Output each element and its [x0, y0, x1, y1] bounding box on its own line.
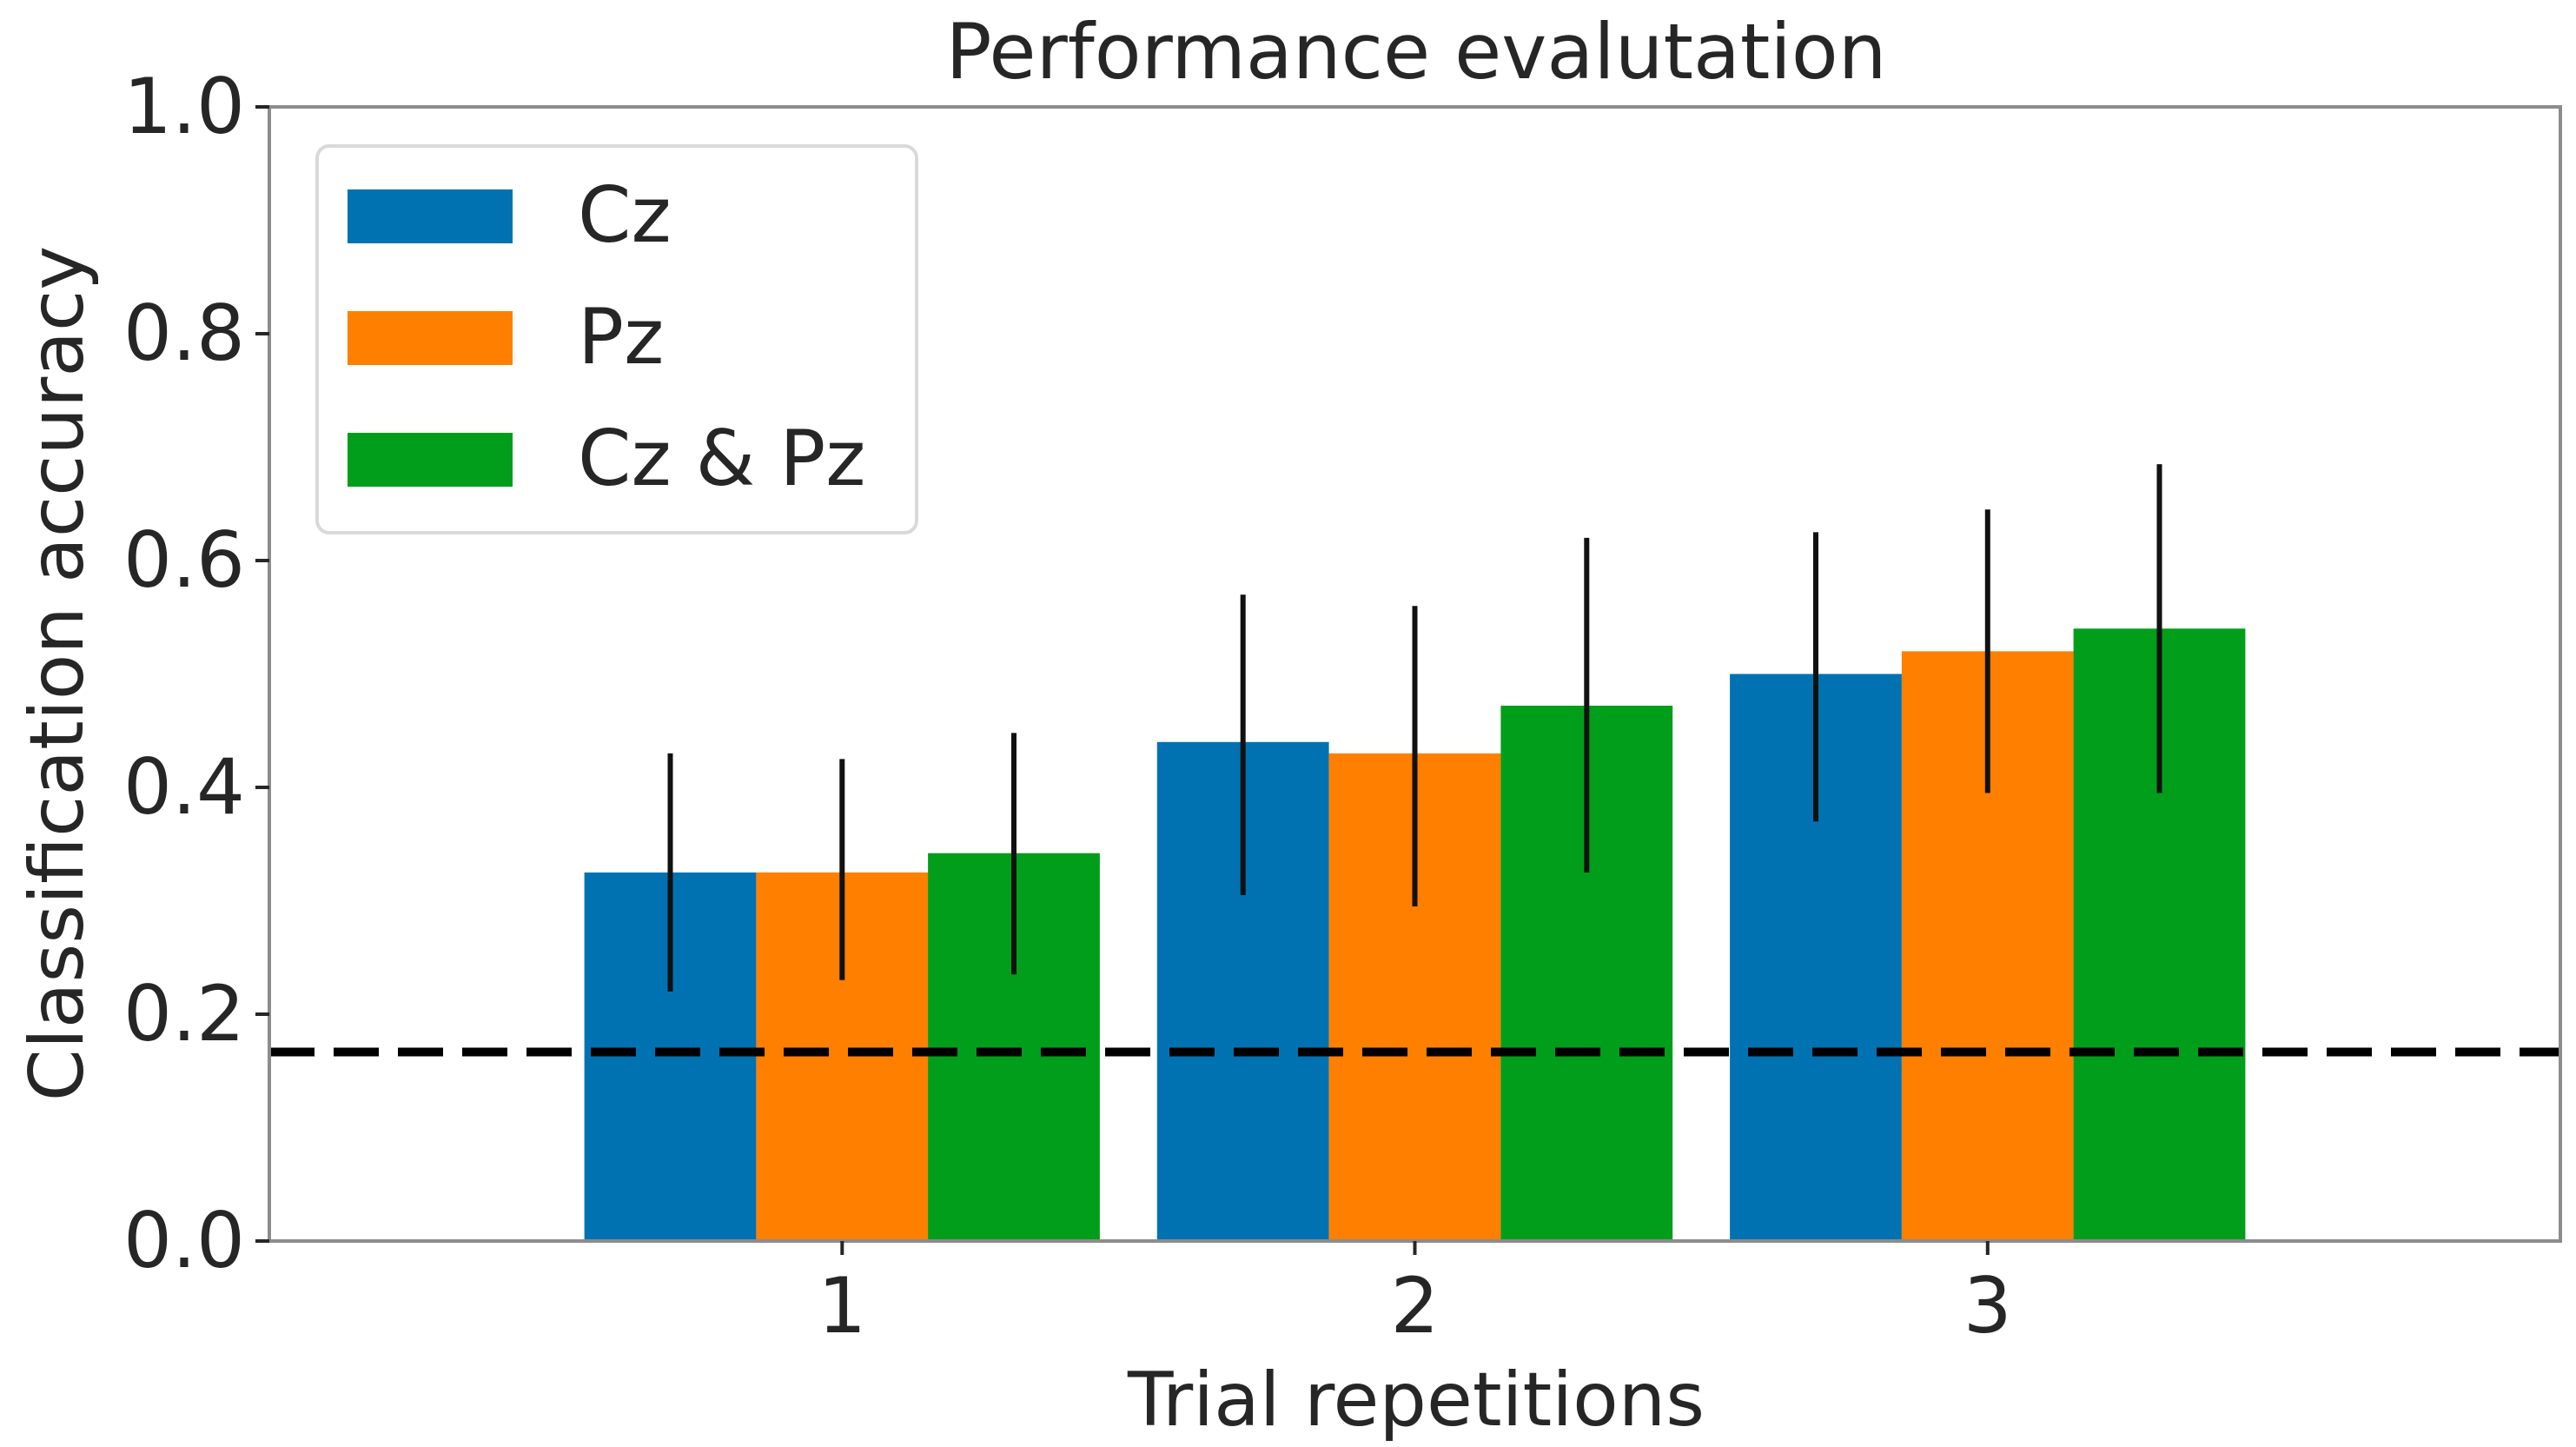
x-tick-label: 1 — [818, 1261, 866, 1351]
y-tick-label: 0.4 — [123, 742, 245, 832]
error-bars-layer — [667, 464, 2162, 992]
legend-swatch-cz-pz — [348, 433, 513, 487]
x-axis-ticks: 1 2 3 — [818, 1241, 2012, 1351]
legend-label-pz: Pz — [578, 292, 664, 382]
legend-entries: Cz Pz Cz & Pz — [348, 170, 865, 503]
chart-title: Performance evalutation — [946, 7, 1887, 96]
legend-swatch-pz — [348, 311, 513, 365]
bars-layer — [584, 628, 2246, 1241]
x-tick-label: 2 — [1391, 1261, 1440, 1351]
y-tick-label: 0.2 — [123, 969, 245, 1059]
y-axis-label: Classification accuracy — [14, 246, 101, 1101]
legend: Cz Pz Cz & Pz — [315, 144, 918, 534]
legend-label-cz-pz: Cz & Pz — [578, 414, 865, 503]
legend-swatch-cz — [348, 189, 513, 243]
legend-label-cz: Cz — [578, 170, 672, 260]
y-tick-label: 0.0 — [123, 1196, 245, 1285]
y-axis-ticks: 0.0 0.2 0.4 0.6 0.8 1.0 — [123, 62, 269, 1285]
x-tick-label: 3 — [1963, 1261, 2012, 1351]
y-tick-label: 0.8 — [123, 289, 245, 378]
y-tick-label: 0.6 — [123, 515, 245, 605]
y-tick-label: 1.0 — [123, 62, 245, 151]
x-axis-label: Trial repetitions — [1127, 1357, 1705, 1444]
